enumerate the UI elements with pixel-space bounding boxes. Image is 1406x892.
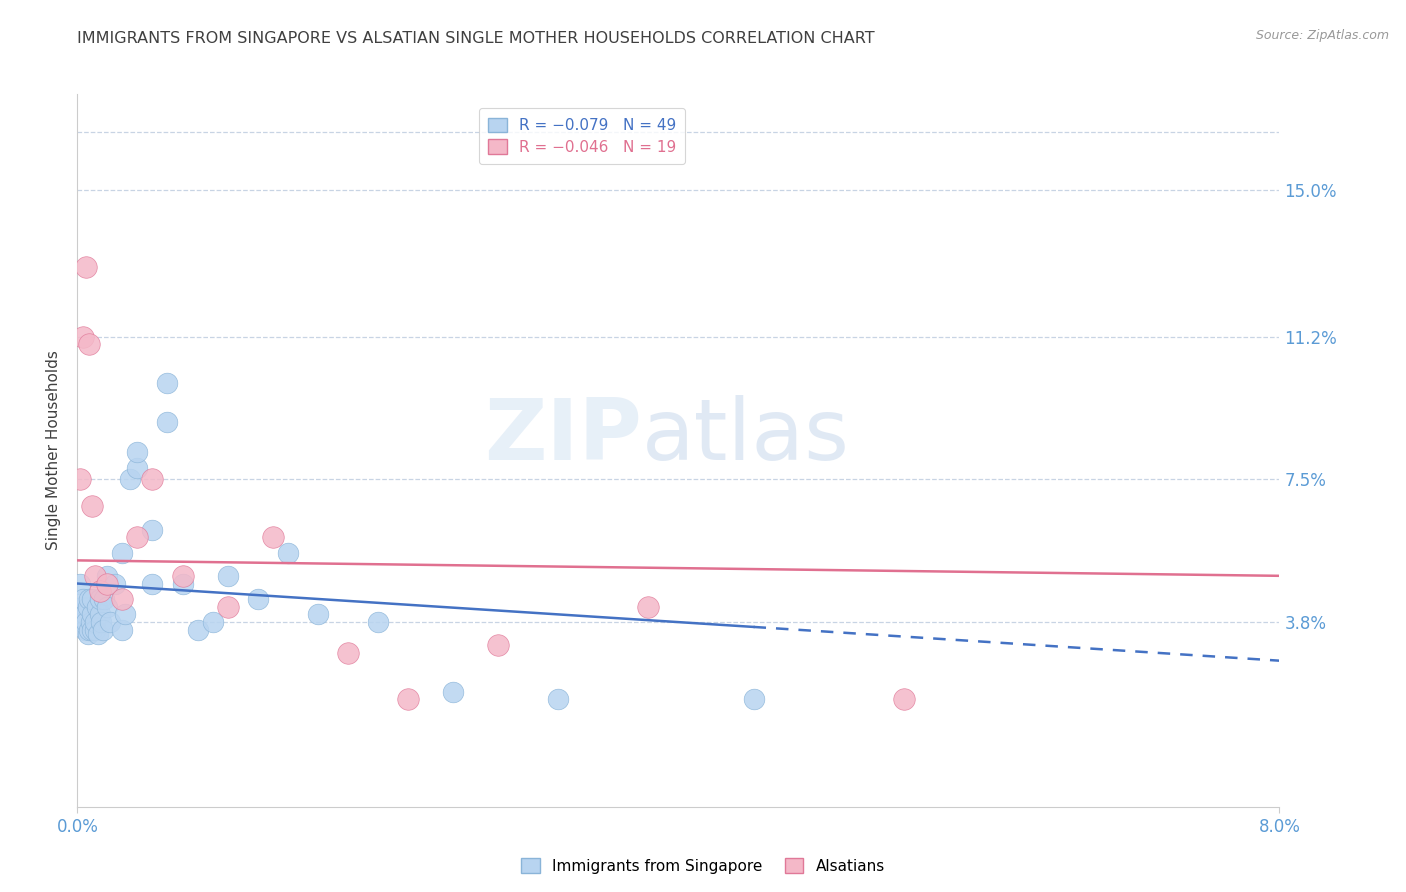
Point xyxy=(79,623,101,637)
Point xyxy=(547,692,569,706)
Point xyxy=(84,615,107,629)
Point xyxy=(141,576,163,591)
Point xyxy=(72,591,94,606)
Point xyxy=(277,546,299,560)
Point xyxy=(73,607,96,622)
Point xyxy=(82,607,104,622)
Point xyxy=(114,607,136,622)
Point xyxy=(262,530,284,544)
Point xyxy=(72,615,94,629)
Point xyxy=(84,569,107,583)
Point xyxy=(127,530,149,544)
Text: IMMIGRANTS FROM SINGAPORE VS ALSATIAN SINGLE MOTHER HOUSEHOLDS CORRELATION CHART: IMMIGRANTS FROM SINGAPORE VS ALSATIAN SI… xyxy=(77,31,875,46)
Point xyxy=(72,329,94,343)
Point xyxy=(336,646,359,660)
Point xyxy=(187,623,209,637)
Point xyxy=(73,623,96,637)
Point xyxy=(156,376,179,390)
Point xyxy=(141,523,163,537)
Point xyxy=(141,472,163,486)
Point xyxy=(96,599,118,614)
Point xyxy=(96,576,118,591)
Point xyxy=(79,337,101,351)
Point xyxy=(201,615,224,629)
Point xyxy=(172,576,194,591)
Point xyxy=(742,692,765,706)
Point xyxy=(127,460,149,475)
Point xyxy=(104,576,127,591)
Point xyxy=(100,615,122,629)
Point xyxy=(89,591,111,606)
Point xyxy=(111,623,134,637)
Point xyxy=(246,591,269,606)
Text: Source: ZipAtlas.com: Source: ZipAtlas.com xyxy=(1256,29,1389,42)
Point xyxy=(91,623,114,637)
Point xyxy=(69,472,91,486)
Point xyxy=(80,615,103,629)
Y-axis label: Single Mother Households: Single Mother Households xyxy=(46,351,62,550)
Legend: R = −0.079   N = 49, R = −0.046   N = 19: R = −0.079 N = 49, R = −0.046 N = 19 xyxy=(479,109,685,164)
Point xyxy=(89,584,111,599)
Point xyxy=(70,599,93,614)
Point xyxy=(637,599,659,614)
Point xyxy=(69,576,91,591)
Point xyxy=(82,500,104,514)
Point xyxy=(396,692,419,706)
Point xyxy=(75,260,97,275)
Point xyxy=(86,599,108,614)
Point xyxy=(118,472,141,486)
Point xyxy=(367,615,389,629)
Point xyxy=(217,599,239,614)
Point xyxy=(93,591,115,606)
Point xyxy=(76,626,98,640)
Point xyxy=(76,599,98,614)
Point xyxy=(127,445,149,459)
Point xyxy=(111,591,134,606)
Point xyxy=(82,591,104,606)
Point xyxy=(90,615,112,629)
Point xyxy=(486,638,509,652)
Point xyxy=(82,623,104,637)
Point xyxy=(893,692,915,706)
Point xyxy=(307,607,329,622)
Point xyxy=(111,546,134,560)
Point xyxy=(217,569,239,583)
Point xyxy=(156,415,179,429)
Point xyxy=(84,623,107,637)
Point xyxy=(441,684,464,698)
Point xyxy=(79,591,101,606)
Text: ZIP: ZIP xyxy=(485,394,643,478)
Point xyxy=(172,569,194,583)
Text: atlas: atlas xyxy=(643,394,851,478)
Legend: Immigrants from Singapore, Alsatians: Immigrants from Singapore, Alsatians xyxy=(515,852,891,880)
Point xyxy=(75,615,97,629)
Point xyxy=(87,626,110,640)
Point xyxy=(89,607,111,622)
Point xyxy=(96,569,118,583)
